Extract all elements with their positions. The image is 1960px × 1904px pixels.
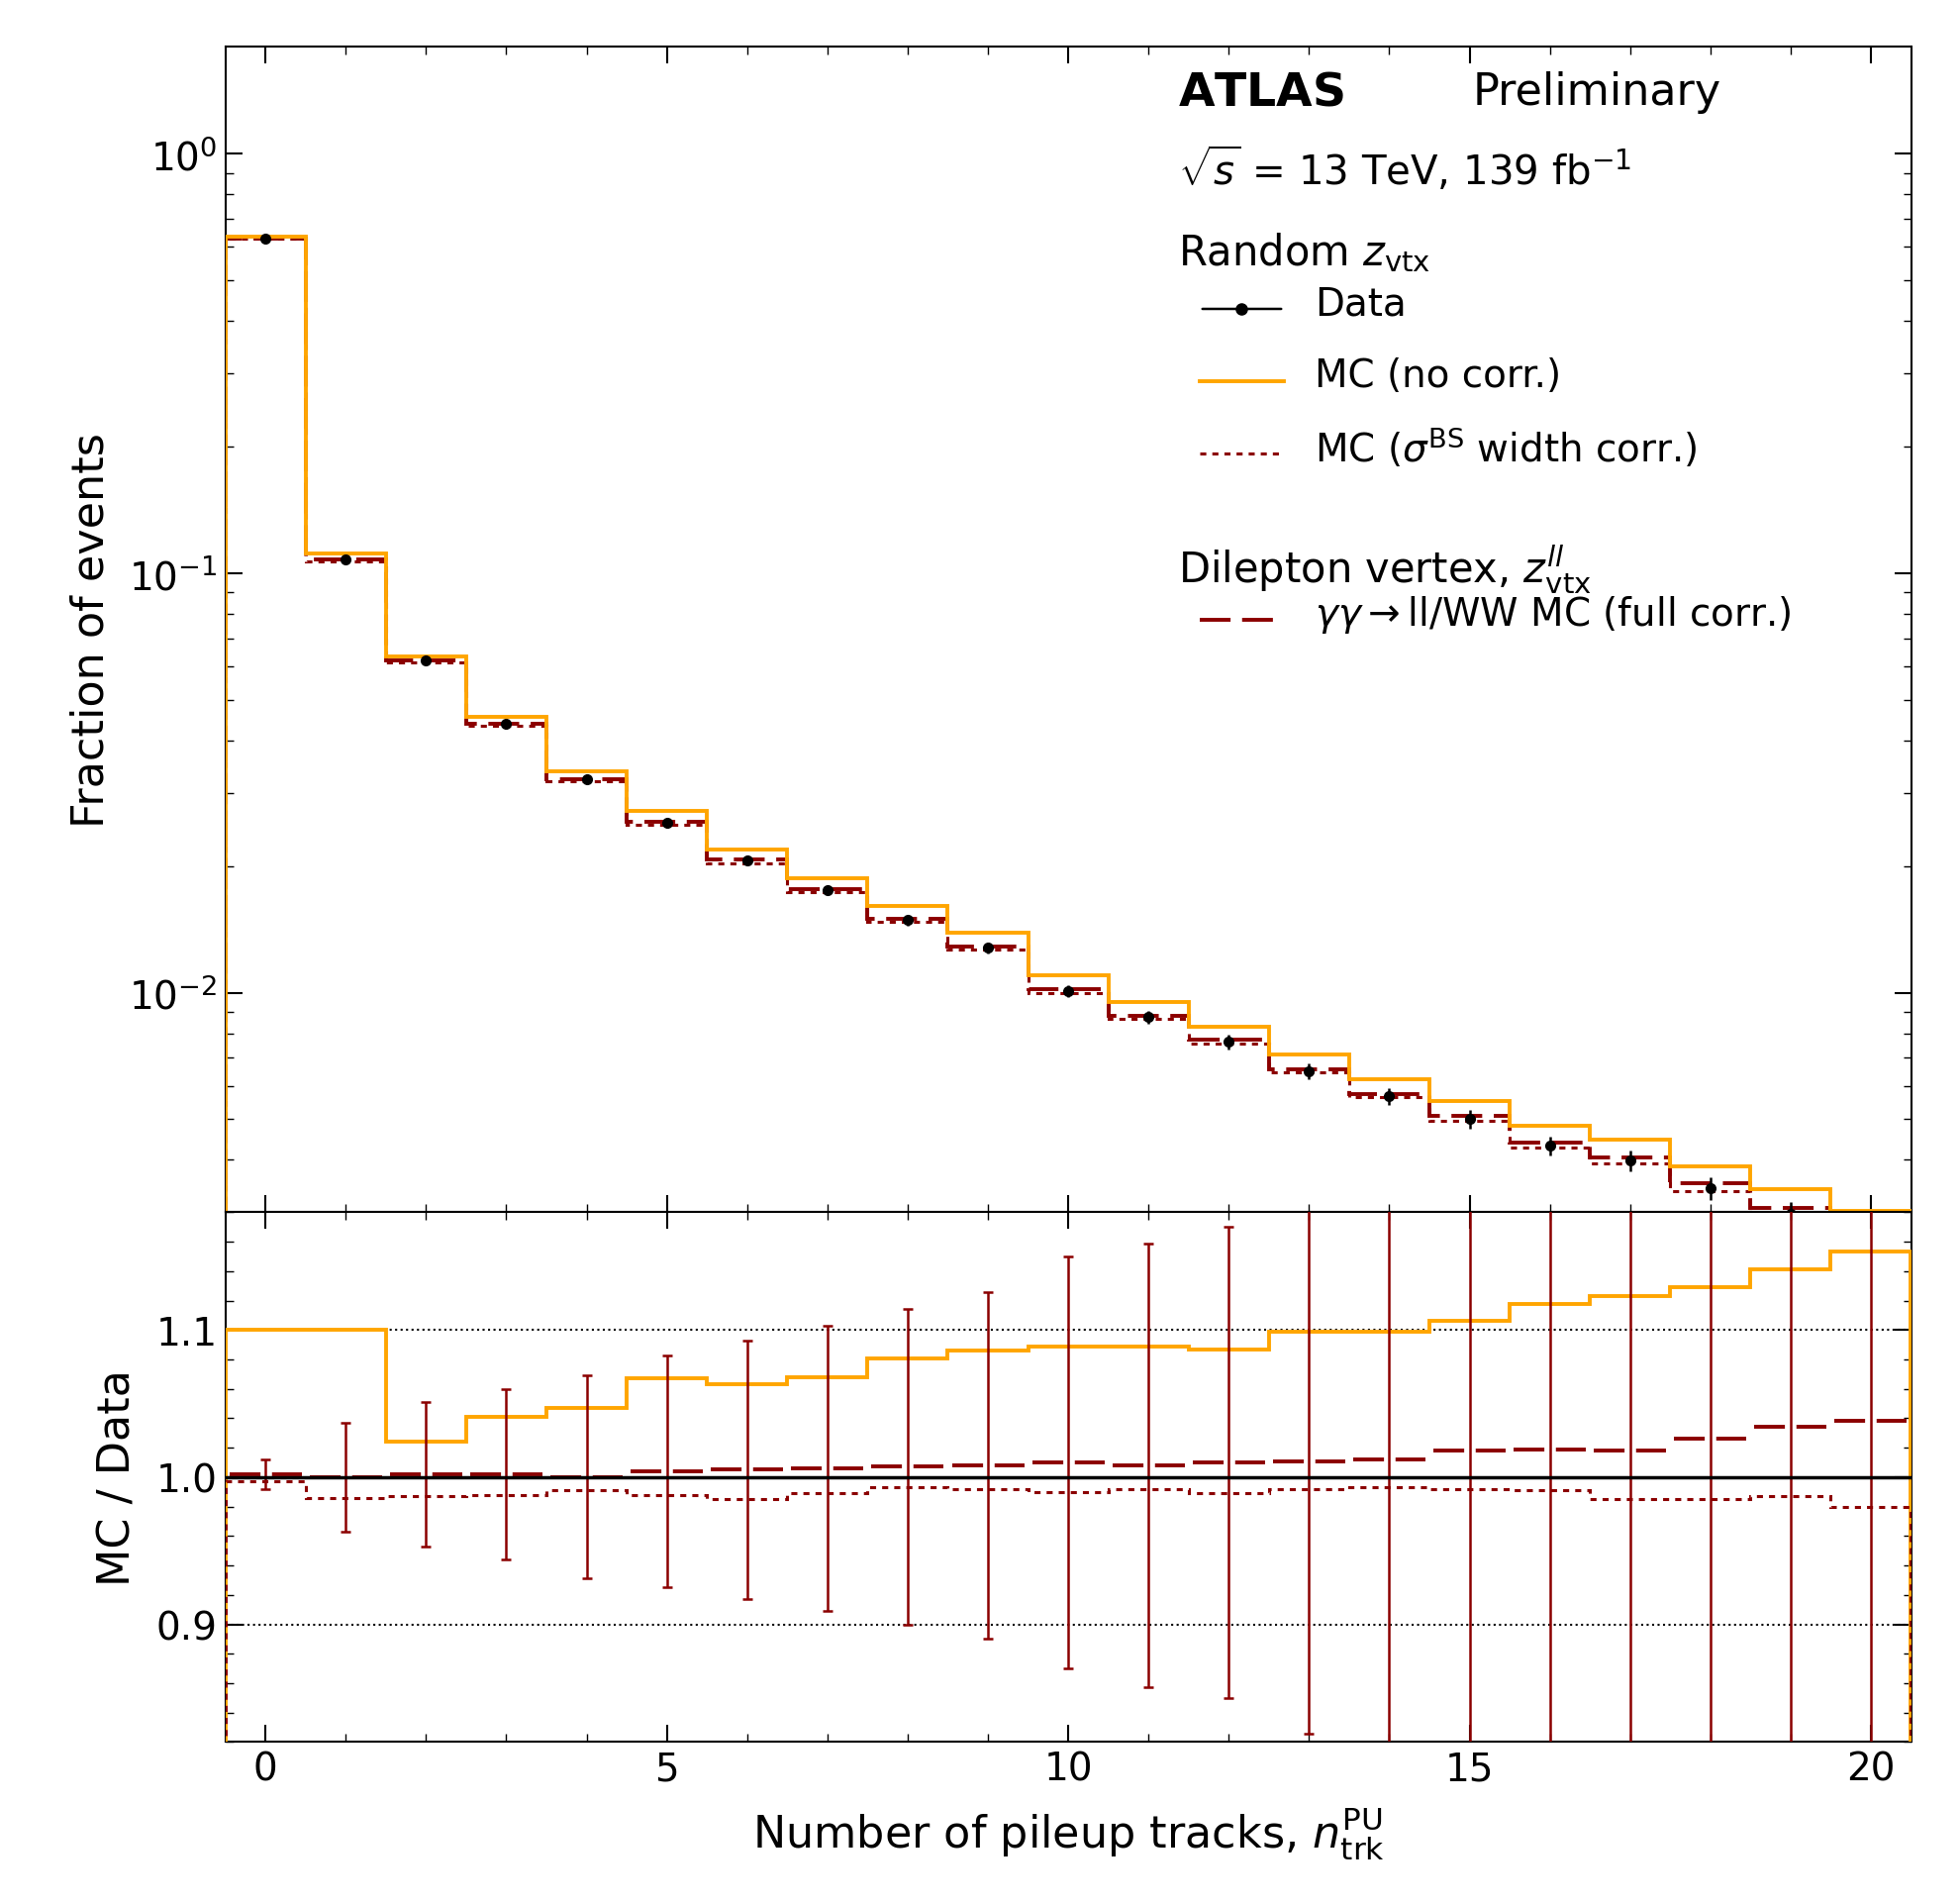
Y-axis label: MC / Data: MC / Data xyxy=(96,1369,139,1586)
Text: Data: Data xyxy=(1315,286,1405,322)
Point xyxy=(300,267,323,289)
Point xyxy=(304,267,327,289)
Text: $\bf{ATLAS}$: $\bf{ATLAS}$ xyxy=(1178,70,1345,116)
Point xyxy=(300,221,323,244)
Point xyxy=(304,206,327,228)
Y-axis label: Fraction of events: Fraction of events xyxy=(69,432,112,828)
Text: $\gamma\gamma$$\rightarrow$ll/WW MC (full corr.): $\gamma\gamma$$\rightarrow$ll/WW MC (ful… xyxy=(1315,594,1791,636)
X-axis label: Number of pileup tracks, $n^{\mathrm{PU}}_{\mathrm{trk}}$: Number of pileup tracks, $n^{\mathrm{PU}… xyxy=(753,1805,1384,1860)
Text: Random $z_{\mathregular{vtx}}$: Random $z_{\mathregular{vtx}}$ xyxy=(1178,230,1431,274)
Point xyxy=(304,221,327,244)
Point xyxy=(300,206,323,228)
Text: MC ($\sigma^{\mathregular{BS}}$ width corr.): MC ($\sigma^{\mathregular{BS}}$ width co… xyxy=(1315,426,1697,470)
Text: Preliminary: Preliminary xyxy=(1472,70,1721,114)
Text: $\sqrt{s}$ = 13 TeV, 139 fb$^{-1}$: $\sqrt{s}$ = 13 TeV, 139 fb$^{-1}$ xyxy=(1178,145,1631,194)
Text: Dilepton vertex, $z^{ll}_{\mathregular{vtx}}$: Dilepton vertex, $z^{ll}_{\mathregular{v… xyxy=(1178,541,1592,596)
Text: MC (no corr.): MC (no corr.) xyxy=(1315,358,1560,394)
